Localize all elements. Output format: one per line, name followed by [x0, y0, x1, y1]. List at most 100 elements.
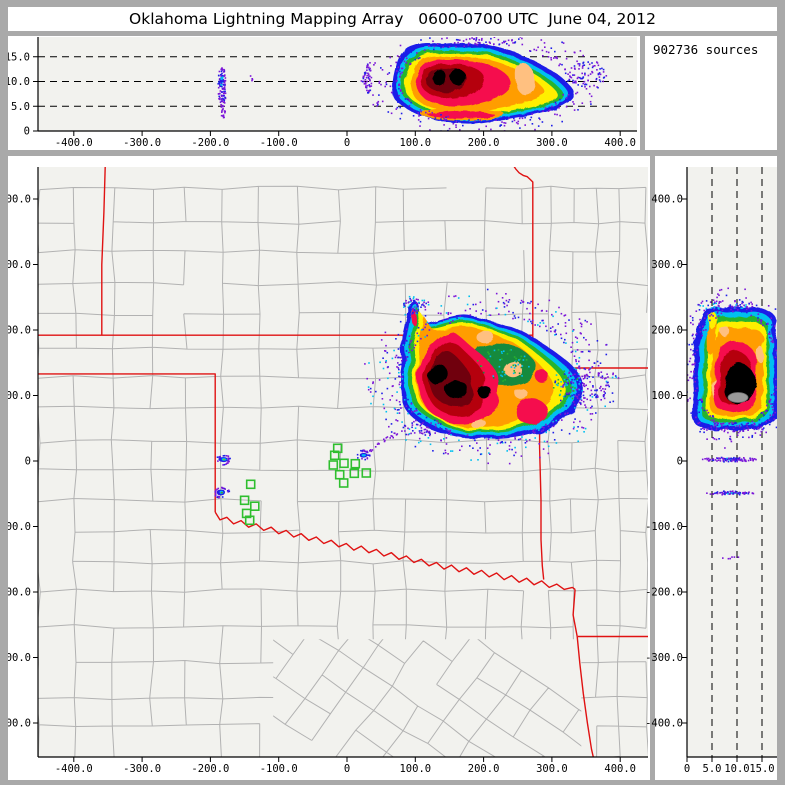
state-border — [214, 511, 576, 591]
storm-density-layers — [392, 42, 575, 124]
lma-station-marker — [349, 468, 360, 479]
window-title: Oklahoma Lightning Mapping Array 0600-07… — [129, 10, 656, 28]
axis-tick-label: -200.0 — [191, 763, 229, 775]
axis-tick-label: 5.0 — [11, 101, 30, 113]
axis-tick-label: 0 — [25, 456, 31, 468]
county-grid — [38, 185, 648, 757]
core-gray-spot — [727, 392, 749, 403]
lma-station-marker — [332, 443, 343, 454]
state-border — [513, 167, 534, 336]
axis-tick-label: 400.0 — [604, 763, 636, 775]
state-border — [101, 167, 106, 336]
lma-station-marker — [244, 515, 255, 526]
axis-tick-label: -300.0 — [8, 652, 31, 664]
lma-station-marker — [250, 501, 260, 512]
source-count-label: 902736 sources — [653, 42, 759, 57]
axis-tick-label: 200.0 — [8, 325, 31, 337]
storm-speckle-field — [214, 288, 620, 499]
axis-tick-label: -200.0 — [8, 587, 31, 599]
storm-density-layer — [708, 312, 718, 329]
axis-tick-label: 100.0 — [651, 390, 683, 402]
storm-cell — [223, 459, 225, 461]
axis-tick-label: -100.0 — [260, 137, 298, 149]
ew-altitude-plot: -400.0 -300.0 -200.0 -100.0 0 100.0 200.0 300.0… — [8, 37, 637, 149]
storm-cells — [216, 452, 368, 496]
plot-data-area — [687, 167, 777, 757]
storm-density-layer — [475, 330, 494, 343]
axis-tick-label: 0 — [344, 137, 350, 149]
diagonal-county-zone — [273, 639, 582, 757]
axis-tick-label: 5.0 — [703, 763, 722, 775]
axis-tick-label: -300.0 — [123, 137, 161, 149]
panel-ns-altitude: 0 5.0 10.0 15.0 -400.0 -300.0 -200.0 -100.0 0 100… — [645, 156, 777, 780]
axis-tick-label: 0 — [344, 763, 350, 775]
axis-tick-label: 15.0 — [8, 51, 30, 63]
storm-density-layer — [469, 418, 486, 428]
axis-tick-label: 10.0 — [8, 76, 30, 88]
plan-view-plot: -400.0 -300.0 -200.0 -100.0 0 100.0 200.0 300.0… — [8, 167, 648, 775]
plot-data-area — [38, 37, 637, 131]
state-border — [572, 589, 594, 757]
axis-tick-label: 200.0 — [468, 763, 500, 775]
axis-tick-label: 300.0 — [8, 259, 31, 271]
storm-cell — [221, 492, 223, 493]
storm-density-layer — [427, 110, 496, 119]
storm-density-layer — [515, 62, 536, 95]
state-border — [38, 373, 216, 513]
panel-plan-view: -400.0 -300.0 -200.0 -100.0 0 100.0 200.0 300.0… — [8, 156, 650, 780]
axis-tick-label: 100.0 — [399, 763, 431, 775]
axis-tick-label: -400.0 — [645, 718, 683, 730]
axis-tick-label: 100.0 — [8, 390, 31, 402]
axis-tick-label: 300.0 — [651, 259, 683, 271]
axis-tick-label: 200.0 — [468, 137, 500, 149]
axis-tick-label: -400.0 — [8, 718, 31, 730]
axis-spines: -400.0 -300.0 -200.0 -100.0 0 100.0 200.0 300.0… — [8, 37, 637, 149]
storm-density-layer — [515, 388, 528, 400]
axis-spines: -400.0 -300.0 -200.0 -100.0 0 100.0 200.0 300.0… — [8, 167, 648, 775]
lma-station-marker — [329, 450, 340, 461]
lma-station-marker — [328, 460, 339, 470]
axis-tick-label: 0 — [24, 126, 30, 138]
lma-station-marker — [350, 458, 361, 469]
plot-data-area — [38, 167, 648, 757]
axis-tick-label: 300.0 — [536, 137, 568, 149]
axis-tick-label: -300.0 — [123, 763, 161, 775]
axis-tick-label: -400.0 — [55, 137, 93, 149]
ns-altitude-plot: 0 5.0 10.0 15.0 -400.0 -300.0 -200.0 -100.0 0 100… — [645, 167, 777, 775]
axis-tick-label: 0 — [684, 763, 690, 775]
axis-tick-label: 400.0 — [8, 194, 31, 206]
axis-tick-label: -200.0 — [191, 137, 229, 149]
storm-speckle-field — [687, 287, 777, 560]
storm-density-layer — [516, 398, 548, 425]
axis-tick-label: 10.0 — [724, 763, 749, 775]
axis-tick-label: 300.0 — [536, 763, 568, 775]
storm-density-layer — [450, 69, 466, 86]
axis-tick-label: -100.0 — [645, 521, 683, 533]
lma-station-marker — [339, 458, 349, 469]
axis-tick-label: 200.0 — [651, 325, 683, 337]
storm-density-layer — [719, 325, 730, 337]
lma-station-marker — [241, 508, 252, 519]
axis-tick-label: 0 — [677, 456, 683, 468]
storm-density-layer — [536, 370, 549, 383]
axis-tick-label: -100.0 — [8, 521, 31, 533]
lma-station-marker — [239, 495, 250, 506]
storm-density-layer — [432, 69, 446, 85]
axis-spines: 0 5.0 10.0 15.0 -400.0 -300.0 -200.0 -100.0 0 100… — [645, 167, 777, 775]
axis-tick-label: -300.0 — [645, 652, 683, 664]
storm-density-layer — [478, 386, 493, 401]
storm-speckle-field — [217, 37, 608, 131]
storm-cell — [361, 454, 367, 457]
storm-density-layers — [399, 301, 584, 440]
axis-tick-label: -100.0 — [260, 763, 298, 775]
panel-source-count: 902736 sources — [645, 36, 777, 150]
storm-density-layer — [428, 363, 448, 385]
lma-station-marker — [338, 478, 349, 488]
storm-density-layer — [444, 380, 468, 400]
axis-tick-label: 400.0 — [651, 194, 683, 206]
lma-station-marker — [245, 479, 256, 490]
storm-density-layer — [755, 346, 765, 363]
storm-density-layer — [503, 360, 523, 377]
lma-stations — [239, 443, 372, 526]
